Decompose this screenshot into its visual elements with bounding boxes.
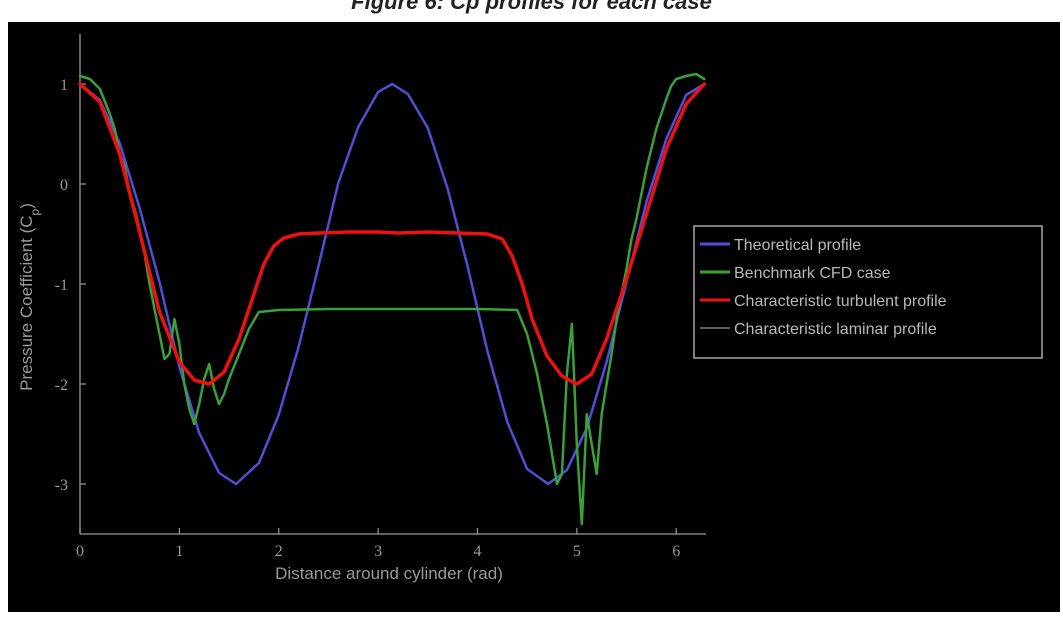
y-axis-label: Pressure Coefficient (Cp): [17, 203, 42, 391]
y-tick-label: 0: [60, 177, 68, 194]
legend-label: Characteristic laminar profile: [734, 321, 937, 338]
x-tick-label: 4: [473, 543, 481, 560]
series-line-benchmark-cfd-case: [78, 72, 706, 526]
axes: [79, 34, 706, 535]
figure-caption: Figure 6: Cp profiles for each case: [351, 0, 712, 14]
x-axis-label: Distance around cylinder (rad): [275, 564, 503, 583]
y-tick-label: 1: [60, 77, 68, 94]
y-tick-label: -2: [55, 377, 68, 394]
y-axis-ticks: -3 -2 -1 0 1: [55, 77, 86, 494]
x-tick-label: 1: [175, 543, 183, 560]
x-tick-label: 6: [672, 543, 680, 560]
legend: Theoretical profile Benchmark CFD case Cha…: [693, 225, 1043, 359]
chart-figure: 0 1 2 3 4 5 6 -3 -2 -1 0 1 Distance around cylinde…: [8, 22, 1060, 612]
legend-label: Benchmark CFD case: [734, 265, 891, 282]
x-axis-ticks: 0 1 2 3 4 5 6: [76, 528, 680, 560]
legend-box: [693, 225, 1043, 359]
line-chart: 0 1 2 3 4 5 6 -3 -2 -1 0 1 Distance around cylinde…: [17, 34, 1043, 583]
series-line-characteristic-turbulent-profile: [78, 82, 707, 386]
legend-label: Theoretical profile: [734, 237, 861, 254]
x-tick-label: 5: [573, 543, 581, 560]
x-tick-label: 0: [76, 543, 84, 560]
x-tick-label: 2: [275, 543, 283, 560]
series-lines: [78, 72, 707, 526]
series-line-theoretical-profile: [78, 82, 706, 486]
y-tick-label: -3: [55, 477, 68, 494]
legend-label: Characteristic turbulent profile: [734, 293, 947, 310]
x-tick-label: 3: [374, 543, 382, 560]
y-tick-label: -1: [55, 277, 68, 294]
